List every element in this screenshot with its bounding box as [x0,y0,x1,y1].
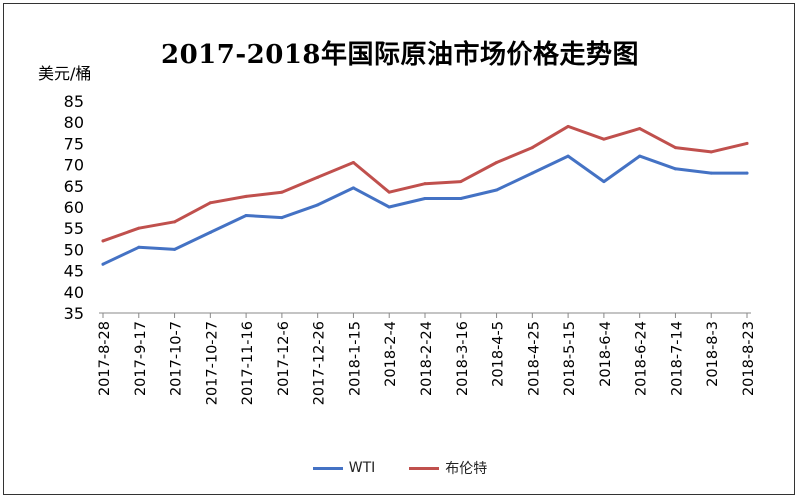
y-tick-label-6: 65 [64,177,84,196]
series-0-point-10 [459,197,463,201]
y-axis-unit-label: 美元/桶 [38,64,92,83]
series-0-point-13 [566,154,570,158]
x-tick-label-7: 2018-1-15 [347,321,363,396]
series-1-point-2 [173,220,177,224]
y-tick-label-5: 60 [64,198,84,217]
x-tick-label-14: 2018-6-4 [598,321,614,387]
x-tick-label-0: 2017-8-28 [97,321,113,396]
series-0-point-12 [530,171,534,175]
series-1-point-15 [638,127,642,131]
series-0-point-18 [745,171,749,175]
x-tick-label-1: 2017-9-17 [133,321,149,396]
legend-swatch-brent [409,466,440,470]
legend-swatch-wti [312,466,343,470]
series-1-point-7 [351,160,355,164]
x-tick-label-6: 2017-12-26 [312,321,328,405]
chart-legend: WTI 布伦特 [0,458,800,478]
series-1-point-1 [137,226,141,230]
x-tick-label-2: 2017-10-7 [169,321,185,396]
series-0-point-3 [208,230,212,234]
y-tick-label-2: 45 [64,262,84,281]
y-tick-label-9: 80 [64,113,84,132]
series-1-point-5 [280,190,284,194]
chart-title: 2017-2018年国际原油市场价格走势图 [160,40,640,70]
x-tick-label-5: 2017-12-6 [276,321,292,396]
series-1-point-3 [208,201,212,205]
series-0-point-0 [101,262,105,266]
y-tick-label-10: 85 [64,92,84,111]
legend-item-brent: 布伦特 [409,458,487,478]
x-tick-label-3: 2017-10-27 [204,321,220,405]
series-0-point-1 [137,245,141,249]
series-1-point-11 [495,160,499,164]
series-1-point-9 [423,182,427,186]
legend-label-brent: 布伦特 [445,461,488,477]
y-tick-label-8: 75 [64,134,84,153]
x-tick-label-11: 2018-4-5 [491,321,507,387]
x-tick-label-15: 2018-6-24 [634,321,650,396]
series-1-point-18 [745,141,749,145]
series-0-point-8 [387,205,391,209]
x-tick-label-17: 2018-8-3 [705,321,721,387]
series-1-point-8 [387,190,391,194]
legend-item-wti: WTI [312,458,376,478]
x-tick-label-12: 2018-4-25 [526,321,542,396]
series-0-point-6 [316,203,320,207]
series-0-point-15 [638,154,642,158]
x-tick-label-16: 2018-7-14 [669,321,685,396]
series-0-point-2 [173,247,177,251]
series-1-point-17 [709,150,713,154]
series-0-point-17 [709,171,713,175]
series-1-point-4 [244,194,248,198]
series-1-point-0 [101,239,105,243]
x-tick-label-4: 2017-11-16 [240,321,256,405]
series-0-point-4 [244,213,248,217]
x-tick-label-10: 2018-3-16 [455,321,471,396]
x-tick-label-9: 2018-2-24 [419,321,435,396]
series-0-point-9 [423,197,427,201]
y-tick-label-0: 35 [64,304,84,323]
series-0-point-11 [495,188,499,192]
series-1-point-6 [316,175,320,179]
x-tick-label-13: 2018-5-15 [562,321,578,396]
y-tick-label-3: 50 [64,240,84,259]
series-1-point-16 [673,146,677,150]
y-tick-label-7: 70 [64,156,84,175]
series-0-point-14 [602,180,606,184]
series-1-point-14 [602,137,606,141]
series-1-point-13 [566,124,570,128]
series-1-point-12 [530,146,534,150]
series-0-point-5 [280,216,284,220]
series-0-point-16 [673,167,677,171]
x-tick-label-18: 2018-8-23 [741,321,757,396]
series-0-point-7 [351,186,355,190]
y-tick-label-1: 40 [64,283,84,302]
y-tick-label-4: 55 [64,219,84,238]
x-tick-label-8: 2018-2-4 [383,321,399,387]
legend-label-wti: WTI [348,460,376,476]
series-1-point-10 [459,180,463,184]
